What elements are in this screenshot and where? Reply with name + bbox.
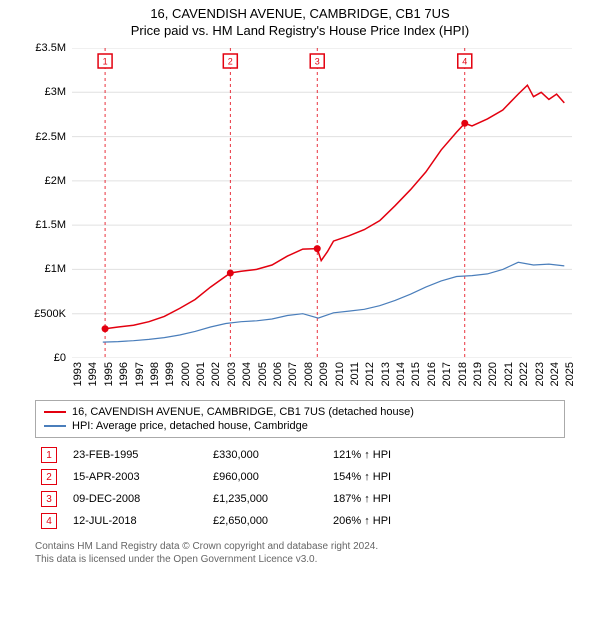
y-tick-label: £3.5M [35, 42, 66, 54]
x-tick-label: 2013 [380, 362, 392, 386]
x-tick-label: 2025 [564, 362, 576, 386]
table-row: 2 15-APR-2003£960,000154% ↑ HPI [35, 466, 565, 488]
svg-text:2: 2 [228, 56, 233, 66]
plot-area: 1 2 3 4 [72, 48, 572, 358]
legend-item: 16, CAVENDISH AVENUE, CAMBRIDGE, CB1 7US… [44, 405, 556, 419]
x-tick-label: 2024 [549, 362, 561, 386]
x-tick-label: 1997 [134, 362, 146, 386]
transaction-date: 15-APR-2003 [73, 471, 213, 483]
transaction-marker: 2 [41, 469, 57, 485]
table-row: 4 12-JUL-2018£2,650,000206% ↑ HPI [35, 510, 565, 532]
y-tick-label: £3M [45, 86, 66, 98]
transaction-price: £2,650,000 [213, 515, 333, 527]
transaction-table: 1 23-FEB-1995£330,000121% ↑ HPI 2 15-APR-20… [35, 444, 565, 532]
y-axis: £0£500K£1M£1.5M£2M£2.5M£3M£3.5M [20, 48, 70, 358]
chart-marker: 2 [223, 54, 237, 68]
svg-text:4: 4 [462, 56, 467, 66]
x-tick-label: 2021 [503, 362, 515, 386]
x-tick-label: 2005 [257, 362, 269, 386]
y-tick-label: £500K [34, 308, 66, 320]
legend-swatch [44, 425, 66, 427]
transaction-price: £330,000 [213, 449, 333, 461]
transaction-marker: 3 [41, 491, 57, 507]
y-tick-label: £2.5M [35, 131, 66, 143]
x-tick-label: 1998 [149, 362, 161, 386]
chart-marker: 1 [98, 54, 112, 68]
x-tick-label: 1995 [103, 362, 115, 386]
chart-subtitle: Price paid vs. HM Land Registry's House … [0, 23, 600, 38]
x-tick-label: 2020 [487, 362, 499, 386]
x-tick-label: 2008 [303, 362, 315, 386]
footer-attribution: Contains HM Land Registry data © Crown c… [35, 540, 565, 566]
transaction-date: 12-JUL-2018 [73, 515, 213, 527]
series-line [105, 85, 564, 329]
transaction-hpi-ratio: 121% ↑ HPI [333, 449, 453, 461]
transaction-date: 23-FEB-1995 [73, 449, 213, 461]
legend-item: HPI: Average price, detached house, Camb… [44, 419, 556, 433]
y-tick-label: £0 [54, 352, 66, 364]
x-tick-label: 2002 [210, 362, 222, 386]
x-tick-label: 2007 [287, 362, 299, 386]
legend-swatch [44, 411, 66, 413]
transaction-date: 09-DEC-2008 [73, 493, 213, 505]
x-tick-label: 1999 [164, 362, 176, 386]
x-tick-label: 2016 [426, 362, 438, 386]
x-tick-label: 2018 [457, 362, 469, 386]
x-tick-label: 2022 [518, 362, 530, 386]
x-tick-label: 2023 [534, 362, 546, 386]
footer-line1: Contains HM Land Registry data © Crown c… [35, 540, 565, 553]
x-axis: 19931994 19951996 199719981999 200020012002… [72, 362, 572, 398]
y-tick-label: £1.5M [35, 219, 66, 231]
x-tick-label: 2019 [472, 362, 484, 386]
chart-header: 16, CAVENDISH AVENUE, CAMBRIDGE, CB1 7US… [0, 0, 600, 40]
x-tick-label: 2017 [441, 362, 453, 386]
y-tick-label: £2M [45, 175, 66, 187]
chart-marker: 3 [310, 54, 324, 68]
x-tick-label: 2006 [272, 362, 284, 386]
table-row: 1 23-FEB-1995£330,000121% ↑ HPI [35, 444, 565, 466]
transaction-marker: 1 [41, 447, 57, 463]
x-tick-label: 2009 [318, 362, 330, 386]
x-tick-label: 2004 [241, 362, 253, 386]
chart-area: £0£500K£1M£1.5M£2M£2.5M£3M£3.5M 1234 199… [20, 48, 580, 398]
transaction-hpi-ratio: 187% ↑ HPI [333, 493, 453, 505]
y-tick-label: £1M [45, 263, 66, 275]
x-tick-label: 2003 [226, 362, 238, 386]
transaction-hpi-ratio: 206% ↑ HPI [333, 515, 453, 527]
x-tick-label: 2010 [334, 362, 346, 386]
table-row: 3 09-DEC-2008£1,235,000187% ↑ HPI [35, 488, 565, 510]
transaction-marker: 4 [41, 513, 57, 529]
legend: 16, CAVENDISH AVENUE, CAMBRIDGE, CB1 7US… [35, 400, 565, 438]
legend-label: HPI: Average price, detached house, Camb… [72, 420, 308, 432]
chart-title: 16, CAVENDISH AVENUE, CAMBRIDGE, CB1 7US [0, 6, 600, 21]
x-tick-label: 2015 [410, 362, 422, 386]
transaction-hpi-ratio: 154% ↑ HPI [333, 471, 453, 483]
svg-text:1: 1 [103, 56, 108, 66]
svg-text:3: 3 [315, 56, 320, 66]
x-tick-label: 2012 [364, 362, 376, 386]
x-tick-label: 1993 [72, 362, 84, 386]
transaction-price: £1,235,000 [213, 493, 333, 505]
transaction-price: £960,000 [213, 471, 333, 483]
series-line [103, 262, 565, 342]
x-tick-label: 1996 [118, 362, 130, 386]
footer-line2: This data is licensed under the Open Gov… [35, 553, 565, 566]
x-tick-label: 1994 [87, 362, 99, 386]
x-tick-label: 2000 [180, 362, 192, 386]
x-tick-label: 2011 [349, 362, 361, 386]
legend-label: 16, CAVENDISH AVENUE, CAMBRIDGE, CB1 7US… [72, 406, 414, 418]
chart-marker: 4 [458, 54, 472, 68]
x-tick-label: 2014 [395, 362, 407, 386]
x-tick-label: 2001 [195, 362, 207, 386]
